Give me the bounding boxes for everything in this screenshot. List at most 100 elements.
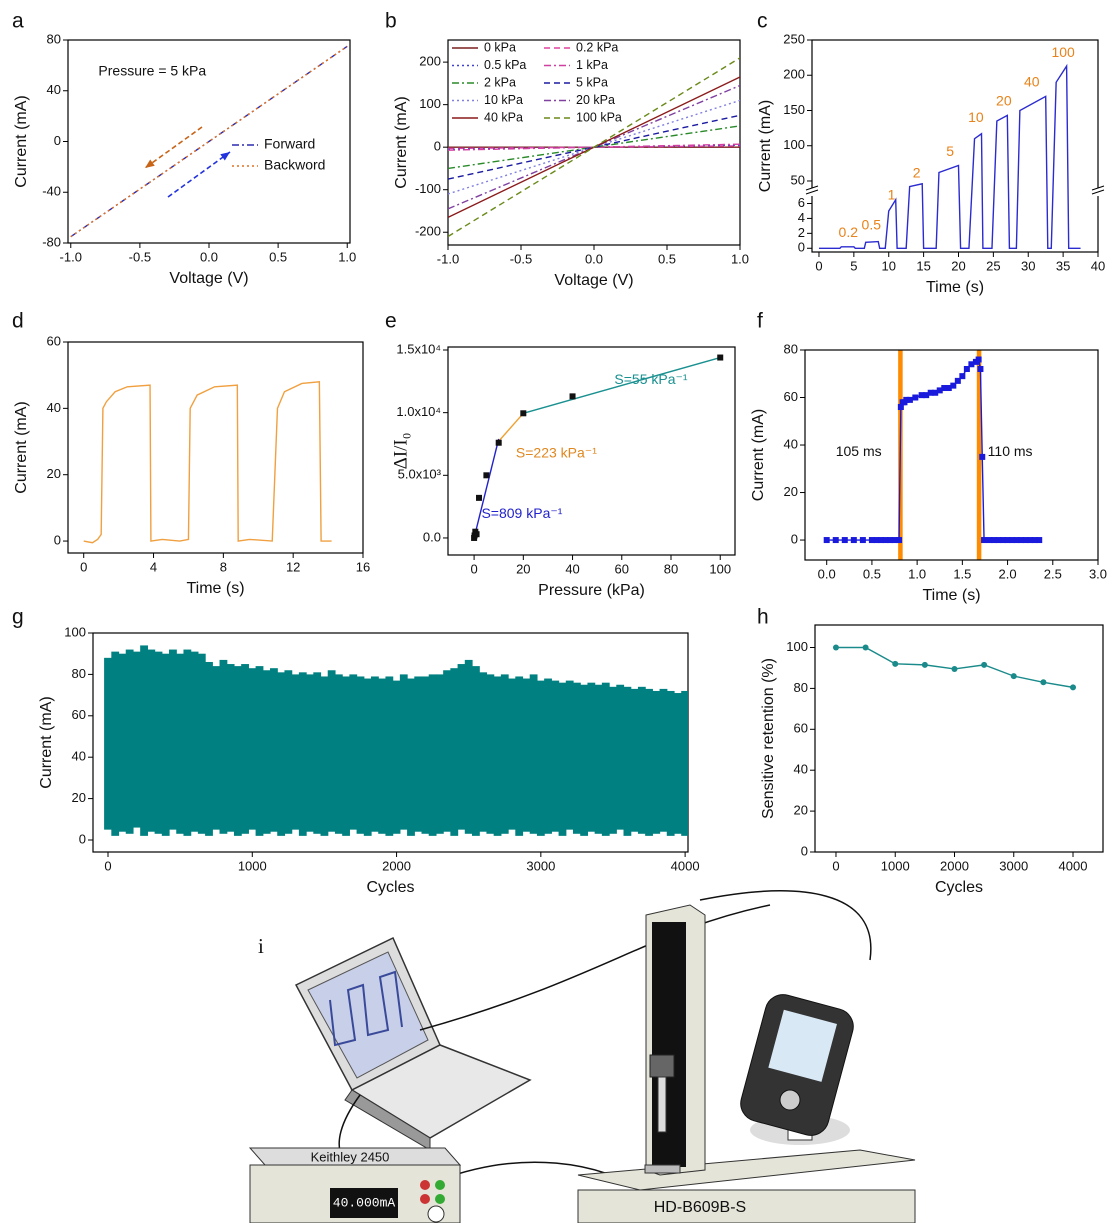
cycle-envelope — [666, 690, 675, 836]
panel-letter: h — [757, 606, 769, 629]
cycle-envelope — [594, 684, 603, 834]
y-tick-label: 100 — [64, 624, 86, 639]
x-tick-label: 4000 — [1059, 858, 1088, 873]
marker — [968, 361, 975, 368]
arrow-head — [220, 152, 230, 161]
cycle-envelope — [558, 682, 567, 836]
legend-label: 0.5 kPa — [484, 58, 526, 72]
marker — [918, 392, 925, 399]
x-tick-label: 8 — [220, 559, 227, 574]
x-tick-label: 16 — [356, 559, 370, 574]
series-line — [448, 99, 740, 195]
highlight-span — [976, 350, 982, 560]
cycle-envelope — [450, 668, 459, 836]
y-tick-label: 80 — [72, 666, 86, 681]
plot-area — [448, 57, 740, 238]
gauge-screen — [768, 1009, 837, 1082]
marker — [850, 537, 857, 544]
marker — [891, 537, 898, 544]
cycle-envelope — [111, 651, 120, 836]
annotation: 110 ms — [988, 443, 1033, 459]
marker — [495, 439, 502, 446]
marker — [950, 382, 957, 389]
legend-label: 100 kPa — [576, 110, 622, 124]
marker — [569, 393, 576, 400]
y-tick-label: -40 — [42, 184, 61, 199]
y-tick-label: 6 — [798, 195, 805, 210]
series-line — [818, 63, 1081, 249]
y-tick-label: -100 — [415, 181, 441, 196]
x-tick-label: 0 — [470, 561, 477, 576]
y-tick-label: 4 — [798, 210, 805, 225]
terminal — [435, 1180, 445, 1190]
axis-break — [805, 185, 819, 195]
plot-frame — [447, 346, 736, 556]
cycle-envelope — [609, 686, 617, 834]
cycle-envelope — [132, 651, 141, 828]
fit-line — [523, 356, 721, 414]
annotation: 1 — [888, 187, 896, 203]
display-reading: 40.000mA — [333, 1195, 396, 1210]
series-line — [83, 381, 332, 544]
marker — [859, 537, 866, 544]
y-axis-title: Current (mA) — [13, 401, 30, 493]
marker — [975, 356, 982, 363]
legend-label: 10 kPa — [484, 93, 523, 107]
x-axis-title: Cycles — [935, 879, 983, 896]
panel-letter: d — [12, 310, 24, 333]
x-tick-label: 0 — [80, 559, 87, 574]
cycle-envelope — [342, 676, 350, 836]
marker — [1040, 679, 1047, 686]
x-tick-label: 30 — [1021, 258, 1035, 273]
cycle-envelope — [551, 680, 560, 832]
cycle-envelope — [522, 678, 531, 832]
series-line — [448, 125, 740, 170]
cycle-envelope — [125, 649, 134, 834]
marker — [923, 392, 930, 399]
cycle-envelope — [580, 684, 589, 836]
cable — [419, 904, 771, 1031]
annotation: 0.5 — [862, 217, 882, 233]
legend-label: 40 kPa — [484, 110, 523, 124]
cycle-envelope — [645, 688, 653, 836]
knob — [427, 1205, 445, 1223]
y-axis-title: Current (mA) — [750, 409, 767, 501]
y-tick-label: 40 — [794, 762, 808, 777]
x-tick-label: 0.0 — [818, 566, 836, 581]
legend-label: 20 kPa — [576, 93, 615, 107]
cycle-envelope — [472, 666, 480, 836]
cycle-envelope — [623, 686, 632, 836]
y-axis-title: Current (mA) — [757, 100, 774, 192]
x-tick-label: 4 — [150, 559, 157, 574]
y-tick-label: 0 — [791, 531, 798, 546]
y-tick-label: 40 — [784, 436, 798, 451]
marker — [1031, 537, 1038, 544]
x-tick-label: 100 — [709, 561, 731, 576]
panel: d 0 4 8 12 16 0 20 40 60 Time (s) Current (mA) — [12, 310, 370, 598]
legend-label: Backword — [264, 157, 325, 173]
probe — [657, 1076, 667, 1133]
terminal — [435, 1194, 445, 1204]
marker — [476, 494, 483, 501]
plot-frame — [811, 39, 1099, 253]
cycle-envelope — [443, 670, 451, 832]
marker — [936, 387, 943, 394]
panel: f 0.0 0.5 1.0 1.5 2.0 2.5 3.0 0 20 40 60 80 Time (s) C… — [750, 310, 1107, 605]
annotation: 10 — [968, 109, 984, 125]
cycle-envelope — [212, 666, 221, 830]
x-tick-label: 2000 — [382, 858, 411, 873]
marker — [981, 661, 988, 668]
panel: g 0 1000 2000 3000 4000 0 20 40 60 80 100 Cycles Curr… — [12, 606, 700, 897]
cycle-envelope — [616, 684, 625, 830]
y-tick-label: 60 — [47, 333, 61, 348]
x-tick-label: 1000 — [238, 858, 267, 873]
plot-area — [70, 45, 348, 238]
marker — [520, 410, 527, 417]
x-tick-label: 40 — [1091, 258, 1105, 273]
x-tick-label: 0.5 — [863, 566, 881, 581]
y-tick-label: 80 — [794, 680, 808, 695]
marker — [1022, 537, 1029, 544]
marker — [1000, 537, 1007, 544]
marker — [903, 396, 910, 403]
